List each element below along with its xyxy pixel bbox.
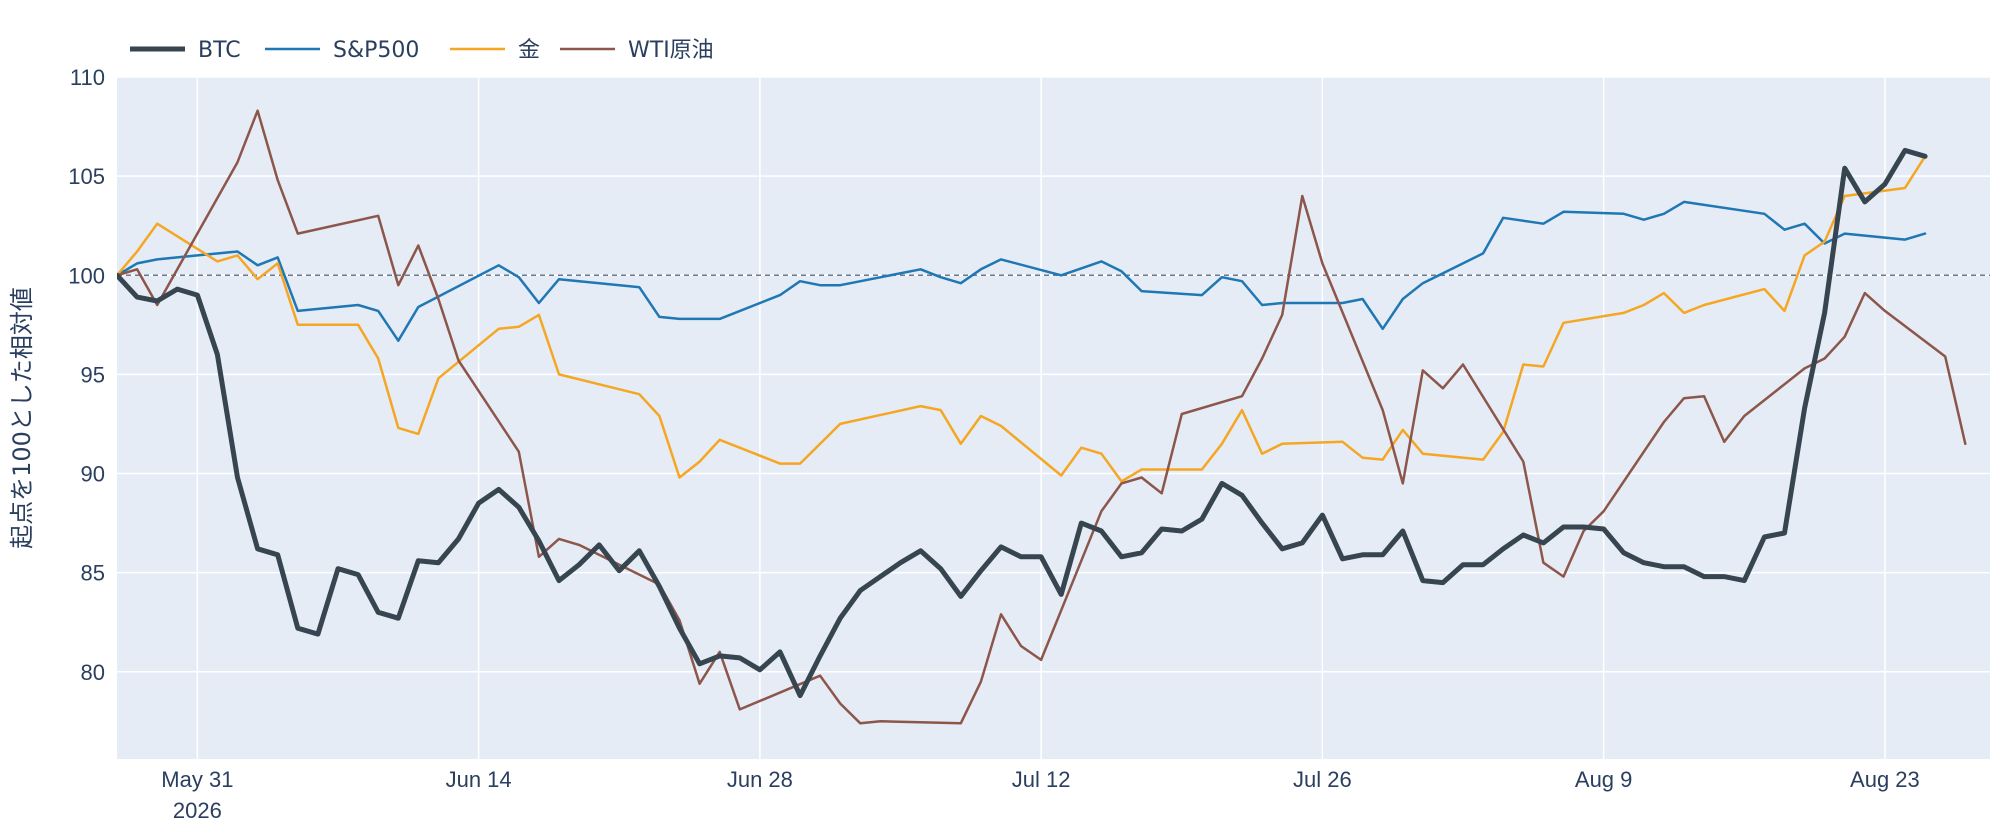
- series-lines: [117, 109, 1967, 725]
- legend-label: 金: [518, 38, 540, 63]
- x-tick-label: Aug 9: [1575, 767, 1633, 792]
- x-tick-sublabel: 2026: [173, 798, 222, 823]
- x-tick-label: May 31: [161, 767, 233, 792]
- y-axis-ticks: 80 85 90 95 100 105 110: [68, 65, 105, 685]
- legend: BTC S&P500 金 WTI原油: [130, 38, 714, 63]
- y-tick-label: 100: [68, 263, 105, 288]
- y-axis-label: 起点を100とした相対値: [8, 287, 36, 549]
- x-tick-label: Aug 23: [1850, 767, 1920, 792]
- legend-label: WTI原油: [628, 38, 714, 63]
- plot-area: [117, 77, 1990, 759]
- series-line-0: [117, 147, 1928, 699]
- series-line-3: [117, 109, 1967, 725]
- y-tick-label: 90: [81, 462, 105, 487]
- series-line-1: [117, 200, 1927, 342]
- x-tick-label: Jun 28: [727, 767, 793, 792]
- y-tick-label: 110: [70, 65, 105, 90]
- y-tick-label: 95: [81, 362, 105, 387]
- x-tick-label: Jul 12: [1012, 767, 1071, 792]
- series-line-2: [117, 155, 1927, 483]
- y-tick-label: 105: [68, 164, 105, 189]
- y-tick-label: 85: [81, 561, 105, 586]
- x-axis-ticks: May 31 2026 Jun 14 Jun 28 Jul 12 Jul 26 Aug 9 A…: [161, 767, 1919, 823]
- legend-label: S&P500: [333, 38, 419, 63]
- x-tick-label: Jun 14: [446, 767, 512, 792]
- x-tick-label: Jul 26: [1293, 767, 1352, 792]
- legend-label: BTC: [198, 38, 241, 63]
- y-tick-label: 80: [81, 660, 105, 685]
